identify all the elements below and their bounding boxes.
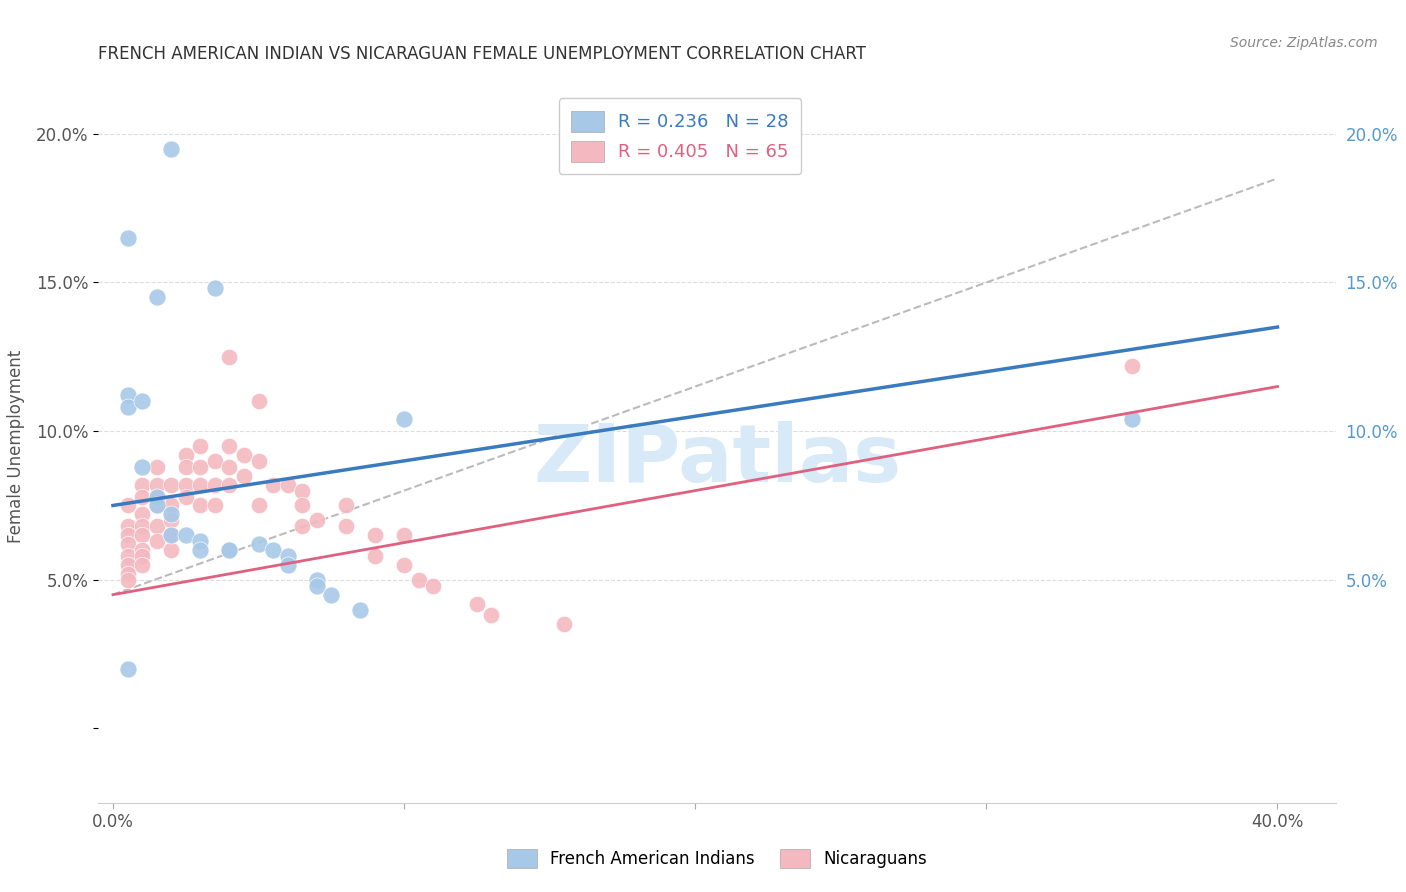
Point — [117, 558, 139, 572]
Point — [160, 477, 183, 491]
Point — [131, 394, 153, 409]
Point — [131, 549, 153, 563]
Point — [218, 543, 240, 558]
Point — [188, 439, 211, 453]
Point — [262, 543, 284, 558]
Point — [117, 537, 139, 551]
Point — [233, 448, 256, 462]
Point — [305, 573, 328, 587]
Point — [277, 558, 299, 572]
Point — [1121, 412, 1143, 426]
Point — [131, 558, 153, 572]
Point — [277, 549, 299, 563]
Point — [145, 490, 167, 504]
Point — [174, 490, 197, 504]
Y-axis label: Female Unemployment: Female Unemployment — [7, 350, 25, 542]
Point — [160, 499, 183, 513]
Point — [160, 513, 183, 527]
Point — [145, 499, 167, 513]
Point — [117, 401, 139, 415]
Point — [117, 231, 139, 245]
Point — [1121, 359, 1143, 373]
Text: FRENCH AMERICAN INDIAN VS NICARAGUAN FEMALE UNEMPLOYMENT CORRELATION CHART: FRENCH AMERICAN INDIAN VS NICARAGUAN FEM… — [98, 45, 866, 62]
Point — [131, 528, 153, 542]
Point — [291, 499, 314, 513]
Point — [392, 528, 415, 542]
Point — [174, 448, 197, 462]
Point — [145, 534, 167, 549]
Point — [247, 454, 270, 468]
Point — [145, 459, 167, 474]
Point — [131, 508, 153, 522]
Point — [247, 537, 270, 551]
Point — [117, 662, 139, 676]
Point — [160, 528, 183, 542]
Point — [218, 477, 240, 491]
Point — [364, 528, 387, 542]
Point — [174, 528, 197, 542]
Point — [335, 519, 357, 533]
Point — [465, 597, 488, 611]
Point — [481, 608, 503, 623]
Point — [117, 519, 139, 533]
Point — [145, 499, 167, 513]
Point — [160, 543, 183, 558]
Point — [131, 459, 153, 474]
Point — [218, 543, 240, 558]
Point — [392, 558, 415, 572]
Point — [204, 477, 226, 491]
Point — [174, 459, 197, 474]
Point — [305, 579, 328, 593]
Point — [117, 573, 139, 587]
Point — [262, 477, 284, 491]
Point — [349, 602, 371, 616]
Point — [131, 519, 153, 533]
Point — [553, 617, 575, 632]
Point — [408, 573, 430, 587]
Point — [422, 579, 444, 593]
Point — [145, 290, 167, 304]
Point — [291, 483, 314, 498]
Point — [188, 534, 211, 549]
Point — [247, 394, 270, 409]
Point — [117, 549, 139, 563]
Legend: French American Indians, Nicaraguans: French American Indians, Nicaraguans — [499, 840, 935, 877]
Point — [160, 142, 183, 156]
Point — [335, 499, 357, 513]
Point — [117, 528, 139, 542]
Point — [188, 459, 211, 474]
Point — [291, 519, 314, 533]
Point — [392, 412, 415, 426]
Point — [131, 477, 153, 491]
Point — [204, 281, 226, 295]
Point — [145, 490, 167, 504]
Point — [131, 490, 153, 504]
Point — [233, 468, 256, 483]
Point — [160, 508, 183, 522]
Point — [188, 477, 211, 491]
Point — [145, 519, 167, 533]
Point — [218, 350, 240, 364]
Point — [145, 477, 167, 491]
Text: ZIPatlas: ZIPatlas — [533, 421, 901, 500]
Point — [364, 549, 387, 563]
Point — [204, 499, 226, 513]
Point — [188, 499, 211, 513]
Point — [204, 454, 226, 468]
Point — [188, 543, 211, 558]
Point — [174, 477, 197, 491]
Point — [277, 477, 299, 491]
Point — [321, 588, 343, 602]
Point — [117, 566, 139, 581]
Point — [117, 388, 139, 402]
Text: Source: ZipAtlas.com: Source: ZipAtlas.com — [1230, 36, 1378, 50]
Point — [247, 499, 270, 513]
Point — [160, 528, 183, 542]
Point — [218, 439, 240, 453]
Point — [131, 543, 153, 558]
Point — [117, 499, 139, 513]
Point — [218, 459, 240, 474]
Point — [305, 513, 328, 527]
